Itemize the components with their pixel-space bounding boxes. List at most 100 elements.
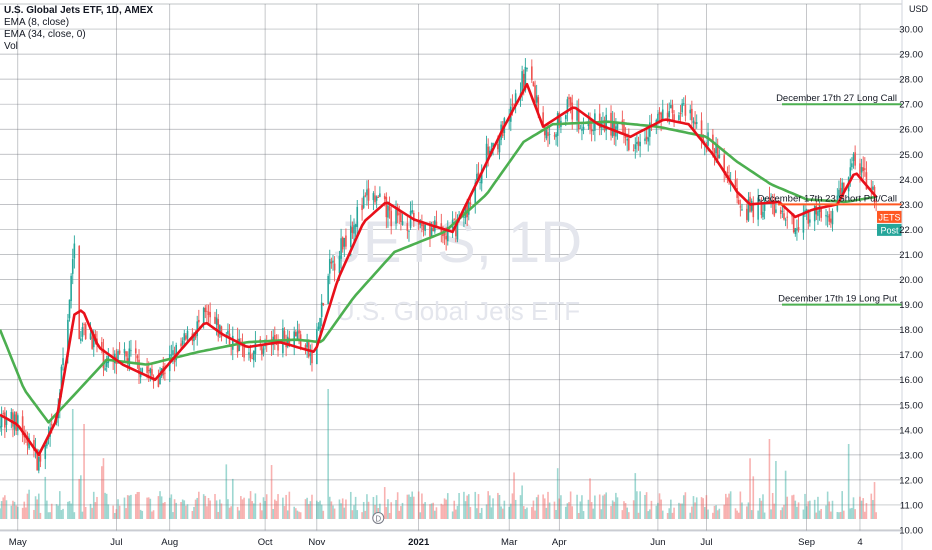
volume-bar <box>241 499 244 519</box>
y-tick-label: 25.00 <box>899 150 923 161</box>
candle-body <box>443 233 446 236</box>
candle-body <box>849 167 852 177</box>
candle-body <box>296 331 299 340</box>
candle-body <box>227 330 229 334</box>
candle-body <box>214 316 216 324</box>
candle-body <box>695 122 698 125</box>
candle-body <box>804 210 806 213</box>
candle-body <box>791 214 793 217</box>
study-ema34[interactable]: EMA (34, close, 0) <box>4 29 86 40</box>
volume-bar <box>419 512 422 519</box>
volume-bar <box>503 500 506 519</box>
volume-bar <box>91 507 93 519</box>
volume-bar <box>818 510 821 519</box>
candle-body <box>424 224 426 232</box>
volume-bar <box>293 506 296 519</box>
candle-body <box>786 216 789 218</box>
volume-bar <box>763 512 766 519</box>
volume-bar <box>57 505 59 519</box>
volume-bar <box>421 493 423 519</box>
candle-body <box>702 135 704 143</box>
volume-bar <box>577 512 580 519</box>
volume-bar <box>739 491 742 519</box>
symbol-title[interactable]: U.S. Global Jets ETF, 1D, AMEX <box>4 5 154 16</box>
volume-bar <box>198 491 200 519</box>
volume-bar <box>47 512 50 519</box>
volume-bar <box>173 499 176 519</box>
volume-bar <box>330 501 333 519</box>
volume-bar <box>180 502 182 519</box>
candle-body <box>592 130 595 131</box>
candle-body <box>277 341 279 351</box>
candle-body <box>387 205 389 218</box>
volume-bar <box>589 478 591 519</box>
volume-bar <box>455 509 457 519</box>
volume-bar <box>645 492 648 519</box>
candle-body <box>843 182 845 192</box>
volume-bar <box>602 495 604 519</box>
volume-bar <box>771 492 774 519</box>
candle-body <box>670 105 672 109</box>
volume-bar <box>712 512 714 519</box>
y-tick-label: 21.00 <box>899 250 923 261</box>
volume-bar <box>474 491 477 519</box>
chart-legend: U.S. Global Jets ETF, 1D, AMEX EMA (8, c… <box>4 5 153 53</box>
volume-bar <box>164 502 166 519</box>
volume-bar <box>668 508 671 519</box>
study-volume[interactable]: Vol <box>4 41 18 52</box>
candle-body <box>364 195 367 197</box>
candle-body <box>645 136 648 140</box>
volume-bar <box>815 512 818 519</box>
candle-body <box>841 182 843 197</box>
volume-bar <box>96 496 98 519</box>
candle-body <box>249 354 252 359</box>
candle-body <box>421 223 423 227</box>
candle-body <box>582 126 585 131</box>
candle-body <box>734 179 737 188</box>
volume-bar <box>327 389 329 519</box>
volume-bar <box>34 496 37 519</box>
volume-bar <box>725 493 727 519</box>
volume-bar <box>679 503 682 519</box>
volume-bar <box>542 494 544 519</box>
x-tick-label: Aug <box>161 537 178 548</box>
candle-body <box>21 416 24 436</box>
candle-body <box>636 142 638 145</box>
volume-bar <box>249 491 252 519</box>
volume-bar <box>351 510 354 519</box>
candle-body <box>390 210 392 227</box>
candle-body <box>354 224 357 227</box>
candle-body <box>684 104 687 116</box>
candle-body <box>657 113 659 123</box>
candle-body <box>33 440 35 451</box>
volume-bar <box>786 496 789 519</box>
candle-body <box>236 338 239 353</box>
candle-body <box>183 333 186 341</box>
candle-body <box>700 120 703 139</box>
volume-bar <box>59 491 61 519</box>
volume-bar <box>807 501 810 519</box>
candle-body <box>220 326 223 338</box>
candle-body <box>610 112 612 136</box>
candle-body <box>797 227 800 231</box>
volume-bar <box>691 506 693 519</box>
candle-body <box>283 330 286 339</box>
volume-bar <box>309 501 312 519</box>
volume-bar <box>307 504 310 519</box>
volume-bar <box>345 499 347 519</box>
volume-bar <box>644 495 646 519</box>
candle-body <box>0 414 3 428</box>
volume-bar <box>68 501 71 519</box>
study-ema8[interactable]: EMA (8, close) <box>4 17 70 28</box>
volume-bar <box>202 494 205 519</box>
candle-body <box>202 307 205 326</box>
volume-bar <box>548 502 551 519</box>
volume-bar <box>859 496 861 519</box>
candle-body <box>432 226 435 231</box>
price-symbol-text: JETS <box>878 212 900 222</box>
candle-body <box>775 209 777 213</box>
candle-body <box>521 71 523 94</box>
volume-bar <box>610 506 612 519</box>
volume-bar <box>760 500 763 519</box>
